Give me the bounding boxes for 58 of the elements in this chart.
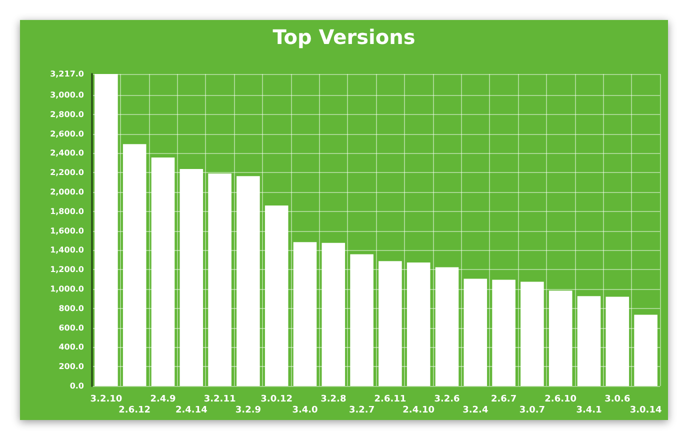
bar — [378, 261, 402, 386]
x-tick-label: 2.6.11 — [374, 394, 406, 404]
y-tick-label: 1,400.0 — [50, 246, 84, 255]
bar — [236, 176, 260, 386]
y-tick-label: 2,800.0 — [50, 110, 84, 119]
bar — [406, 262, 430, 386]
x-tick-label: 3.2.6 — [434, 394, 460, 404]
x-tick-label: 3.2.11 — [204, 394, 236, 404]
bar — [151, 158, 175, 386]
bar — [94, 74, 118, 386]
y-tick-label: 2,600.0 — [50, 129, 84, 138]
bar — [264, 206, 288, 386]
bar — [577, 296, 601, 386]
y-tick-label: 1,600.0 — [50, 226, 84, 236]
x-tick-label: 3.2.9 — [235, 406, 262, 416]
x-tick-label: 2.6.12 — [118, 406, 151, 416]
bar — [350, 254, 374, 386]
x-tick-label: 3.0.14 — [630, 406, 662, 416]
x-tick-label: 3.2.10 — [90, 394, 122, 404]
bar — [322, 242, 346, 386]
bar — [634, 314, 658, 386]
x-tick-label: 2.6.10 — [544, 394, 577, 404]
y-tick-label: 0.0 — [70, 382, 84, 390]
x-tick-label: 3.2.7 — [348, 406, 375, 416]
x-tick-label: 3.0.12 — [260, 394, 293, 404]
bar — [122, 144, 146, 386]
bar — [548, 290, 572, 386]
y-tick-label: 2,200.0 — [50, 168, 84, 178]
bar — [520, 282, 544, 386]
y-tick-label: 200.0 — [58, 362, 84, 372]
y-tick-label: 600.0 — [58, 323, 84, 332]
bar — [492, 280, 516, 386]
y-tick-label: 400.0 — [58, 342, 84, 352]
chart-title: Top Versions — [272, 25, 416, 49]
x-tick-label: 2.4.9 — [150, 394, 176, 404]
y-tick-label: 2,000.0 — [50, 188, 84, 197]
bar — [208, 174, 232, 386]
x-tick-label: 2.4.10 — [402, 406, 435, 416]
bar — [293, 242, 317, 386]
bar — [435, 267, 459, 386]
x-tick-label: 3.4.0 — [292, 406, 318, 416]
x-tick-label: 3.2.4 — [462, 406, 488, 416]
x-tick-label: 2.4.14 — [175, 406, 208, 416]
y-tick-label: 3,217.0 — [50, 70, 84, 78]
y-tick-label: 800.0 — [58, 304, 84, 313]
y-tick-label: 1,800.0 — [50, 206, 84, 216]
x-tick-label: 3.0.6 — [604, 394, 630, 404]
bar — [180, 168, 204, 386]
y-tick-label: 1,000.0 — [50, 284, 84, 294]
bar — [606, 296, 630, 386]
x-tick-label: 3.4.1 — [576, 406, 602, 416]
x-tick-label: 3.0.7 — [519, 406, 546, 416]
y-tick-label: 1,200.0 — [50, 265, 84, 274]
bar — [464, 278, 488, 386]
x-tick-label: 3.2.8 — [320, 394, 346, 404]
y-tick-label: 2,400.0 — [50, 148, 84, 158]
y-tick-label: 3,000.0 — [50, 90, 84, 100]
x-tick-label: 2.6.7 — [490, 394, 517, 404]
